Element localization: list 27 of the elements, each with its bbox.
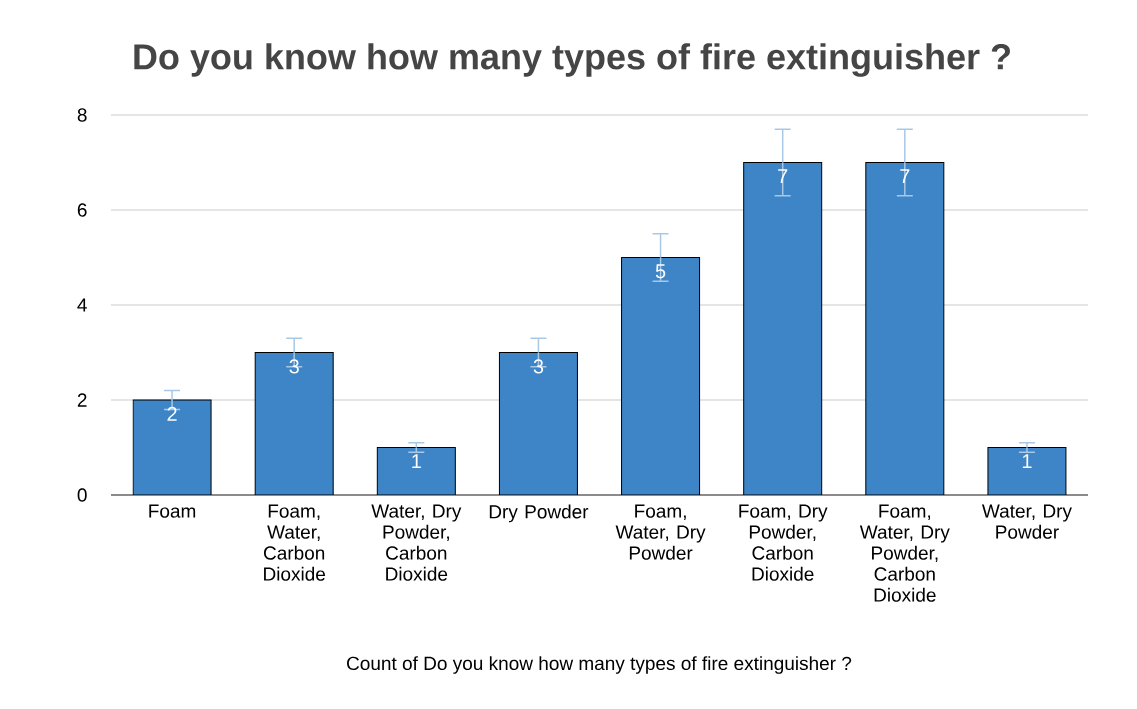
bar [376, 447, 456, 495]
chart-title: Do you know how many types of fire extinguisher ? [134, 43, 1010, 77]
bar [987, 447, 1067, 495]
data-label: 7 [900, 169, 910, 184]
x-tick-label: Foam, Water, Carbon Dioxide [263, 504, 326, 581]
data-label: 1 [412, 454, 421, 469]
y-tick-label: 6 [77, 203, 87, 217]
x-axis-title: Count of Do you know how many types of fire extinguisher ? [347, 656, 852, 674]
bar [132, 399, 212, 495]
bar [743, 162, 823, 495]
bar [254, 352, 334, 495]
x-tick-label: Foam, Water, Dry Powder, Carbon Dioxide [859, 504, 950, 602]
bar [865, 162, 945, 495]
y-tick-label: 8 [77, 108, 87, 122]
x-tick-label: Foam [149, 504, 196, 518]
y-tick-label: 4 [77, 298, 87, 312]
x-tick-label: Dry Powder [489, 504, 589, 523]
x-tick-label: Foam, Water, Dry Powder [615, 504, 706, 560]
x-tick-label: Foam, Dry Powder, Carbon Dioxide [739, 504, 828, 581]
data-label: 2 [167, 406, 177, 421]
y-tick-label: 0 [77, 488, 87, 502]
x-tick-label: Water, Dry Powder [981, 504, 1072, 539]
bar [498, 352, 578, 495]
data-label: 1 [1022, 454, 1032, 469]
bar [621, 257, 701, 495]
x-tick-label: Water, Dry Powder, Carbon Dioxide [371, 504, 462, 581]
y-tick-label: 2 [77, 393, 87, 407]
